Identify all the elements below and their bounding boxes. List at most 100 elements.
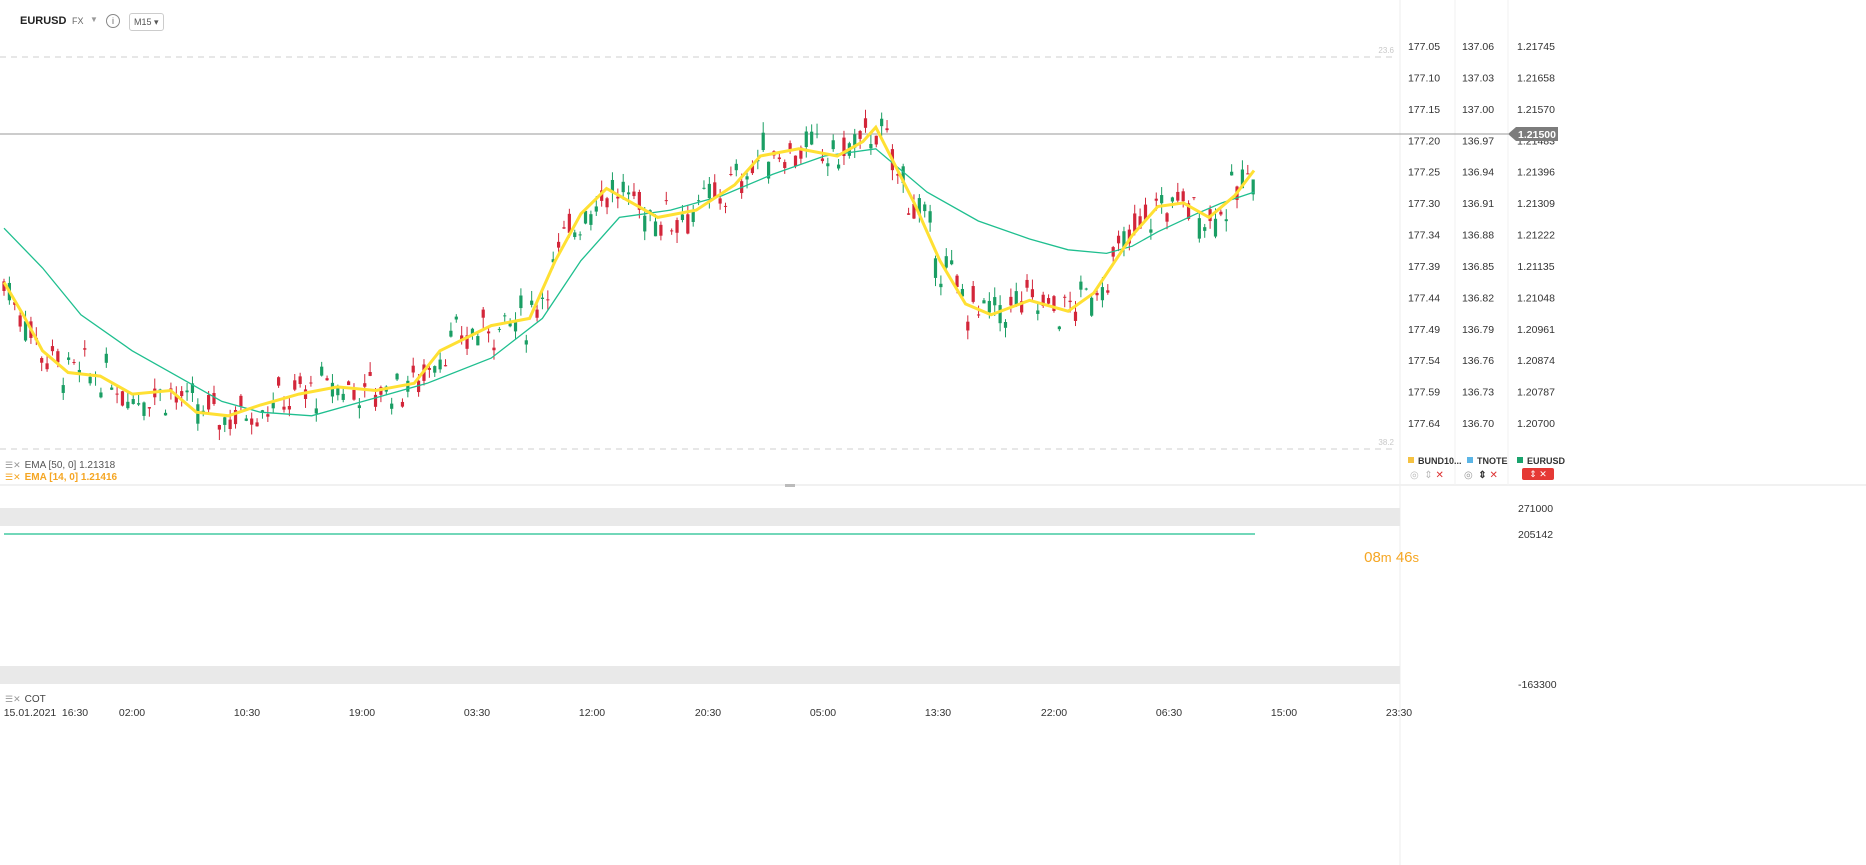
candle-body: [955, 275, 959, 288]
axis-tick-col2: 136.88: [1462, 230, 1494, 242]
candle-body: [142, 402, 146, 416]
candle-body: [233, 409, 238, 425]
axis-tick-col3: 1.20700: [1517, 418, 1555, 430]
menu-icon[interactable]: ☰✕: [5, 694, 21, 704]
timeframe-value: M15: [134, 17, 152, 27]
candle-body: [56, 351, 60, 363]
candle-body: [492, 347, 496, 351]
instrument-label: EURUSD: [1527, 456, 1566, 466]
candle-body: [23, 321, 28, 341]
candle-body: [239, 395, 243, 407]
panel-resize-handle[interactable]: [785, 484, 795, 487]
menu-icon[interactable]: ☰✕: [5, 460, 21, 470]
candle-body: [993, 297, 997, 306]
close-icon[interactable]: ✕: [1435, 470, 1444, 481]
candle-body: [583, 210, 588, 224]
candle-body: [1073, 311, 1078, 321]
candle-body: [976, 314, 981, 316]
axis-tick-col1: 177.20: [1408, 135, 1440, 147]
close-icon[interactable]: ✕: [1489, 470, 1498, 481]
candle-body: [1100, 287, 1105, 301]
candle-body: [207, 394, 211, 410]
axis-tick-col2: 136.97: [1462, 135, 1494, 147]
candle-body: [546, 299, 550, 301]
fib-label-top: 23.6: [1378, 46, 1394, 55]
candle-body: [282, 406, 286, 410]
x-tick-label: 03:30: [464, 707, 490, 719]
candle-body: [810, 131, 814, 145]
candles-group: [2, 109, 1255, 440]
axis-tick-col1: 177.39: [1408, 261, 1440, 273]
candle-body: [594, 206, 598, 212]
candle-body: [287, 406, 291, 410]
candle-body: [503, 315, 507, 317]
candle-body: [686, 214, 690, 234]
candle-body: [508, 323, 512, 327]
x-tick-label: 16:30: [62, 707, 88, 719]
candle-body: [1224, 219, 1228, 222]
instrument-tnote[interactable]: TNOTE: [1467, 456, 1508, 466]
candle-body: [120, 391, 125, 406]
x-tick-label: 23:30: [1386, 707, 1412, 719]
axis-tick-col2: 137.06: [1462, 41, 1494, 53]
candle-body: [110, 387, 114, 390]
x-tick-label: 22:00: [1041, 707, 1067, 719]
candle-body: [691, 211, 695, 222]
menu-icon[interactable]: ☰✕: [5, 472, 21, 482]
legend-swatch: [1467, 457, 1473, 463]
axis-tick-col2: 136.70: [1462, 418, 1494, 430]
candle-body: [842, 137, 846, 156]
candle-body: [1025, 279, 1029, 288]
candle-body: [411, 365, 415, 373]
candle-body: [1041, 294, 1045, 307]
candle-body: [535, 309, 539, 318]
symbol-label[interactable]: EURUSD: [20, 15, 67, 27]
candle-body: [320, 366, 324, 376]
candle-body: [551, 259, 555, 263]
axis-tick-col2: 136.76: [1462, 355, 1494, 367]
x-tick-label: 10:30: [234, 707, 260, 719]
ema50-label: EMA [50, 0] 1.21318: [24, 460, 116, 471]
instrument-bund[interactable]: BUND10...: [1408, 456, 1462, 466]
axis-tick-col1: 177.30: [1408, 198, 1440, 210]
candle-body: [702, 187, 706, 189]
cot-indicator[interactable]: ☰✕ COT: [5, 694, 46, 705]
candle-body: [766, 161, 771, 179]
candle-body: [266, 414, 270, 417]
candle-body: [1046, 298, 1051, 304]
candle-body: [605, 198, 609, 208]
instrument-eurusd[interactable]: EURUSD: [1517, 456, 1565, 466]
candle-body: [815, 133, 819, 135]
instrument-tnote-controls[interactable]: ◎ ⇕ ✕: [1464, 470, 1498, 481]
candle-body: [1063, 296, 1067, 298]
ema50-line: [3, 148, 1255, 417]
candle-body: [530, 300, 534, 305]
candle-body: [874, 135, 878, 145]
candle-body: [567, 213, 571, 233]
fib-label-bottom: 38.2: [1378, 438, 1394, 447]
candle-body: [373, 394, 378, 407]
candle-body: [783, 162, 787, 168]
eurusd-controls[interactable]: ⇕ ✕: [1522, 468, 1554, 480]
candle-body: [670, 230, 674, 232]
candle-body: [486, 331, 491, 334]
candle-body: [1170, 197, 1175, 202]
indicator-ema14[interactable]: ☰✕ EMA [14, 0] 1.21416: [5, 472, 117, 483]
candle-body: [1020, 301, 1024, 313]
axis-tick-col2: 136.85: [1462, 261, 1494, 273]
candle-body: [680, 214, 685, 221]
candle-body: [939, 283, 943, 288]
candle-body: [395, 373, 399, 380]
candle-body: [497, 328, 501, 330]
candle-body: [330, 382, 335, 397]
candle-body: [163, 412, 168, 416]
timeframe-select[interactable]: M15 ▾: [129, 13, 164, 31]
indicator-ema50[interactable]: ☰✕ EMA [50, 0] 1.21318: [5, 460, 115, 471]
candle-body: [750, 165, 755, 174]
instrument-bund-controls[interactable]: ◎ ⇕ ✕: [1410, 470, 1444, 481]
legend-swatch: [1517, 457, 1523, 463]
candle-body: [826, 163, 830, 167]
chevron-down-icon[interactable]: ▼: [90, 15, 98, 24]
info-icon[interactable]: i: [106, 14, 120, 28]
